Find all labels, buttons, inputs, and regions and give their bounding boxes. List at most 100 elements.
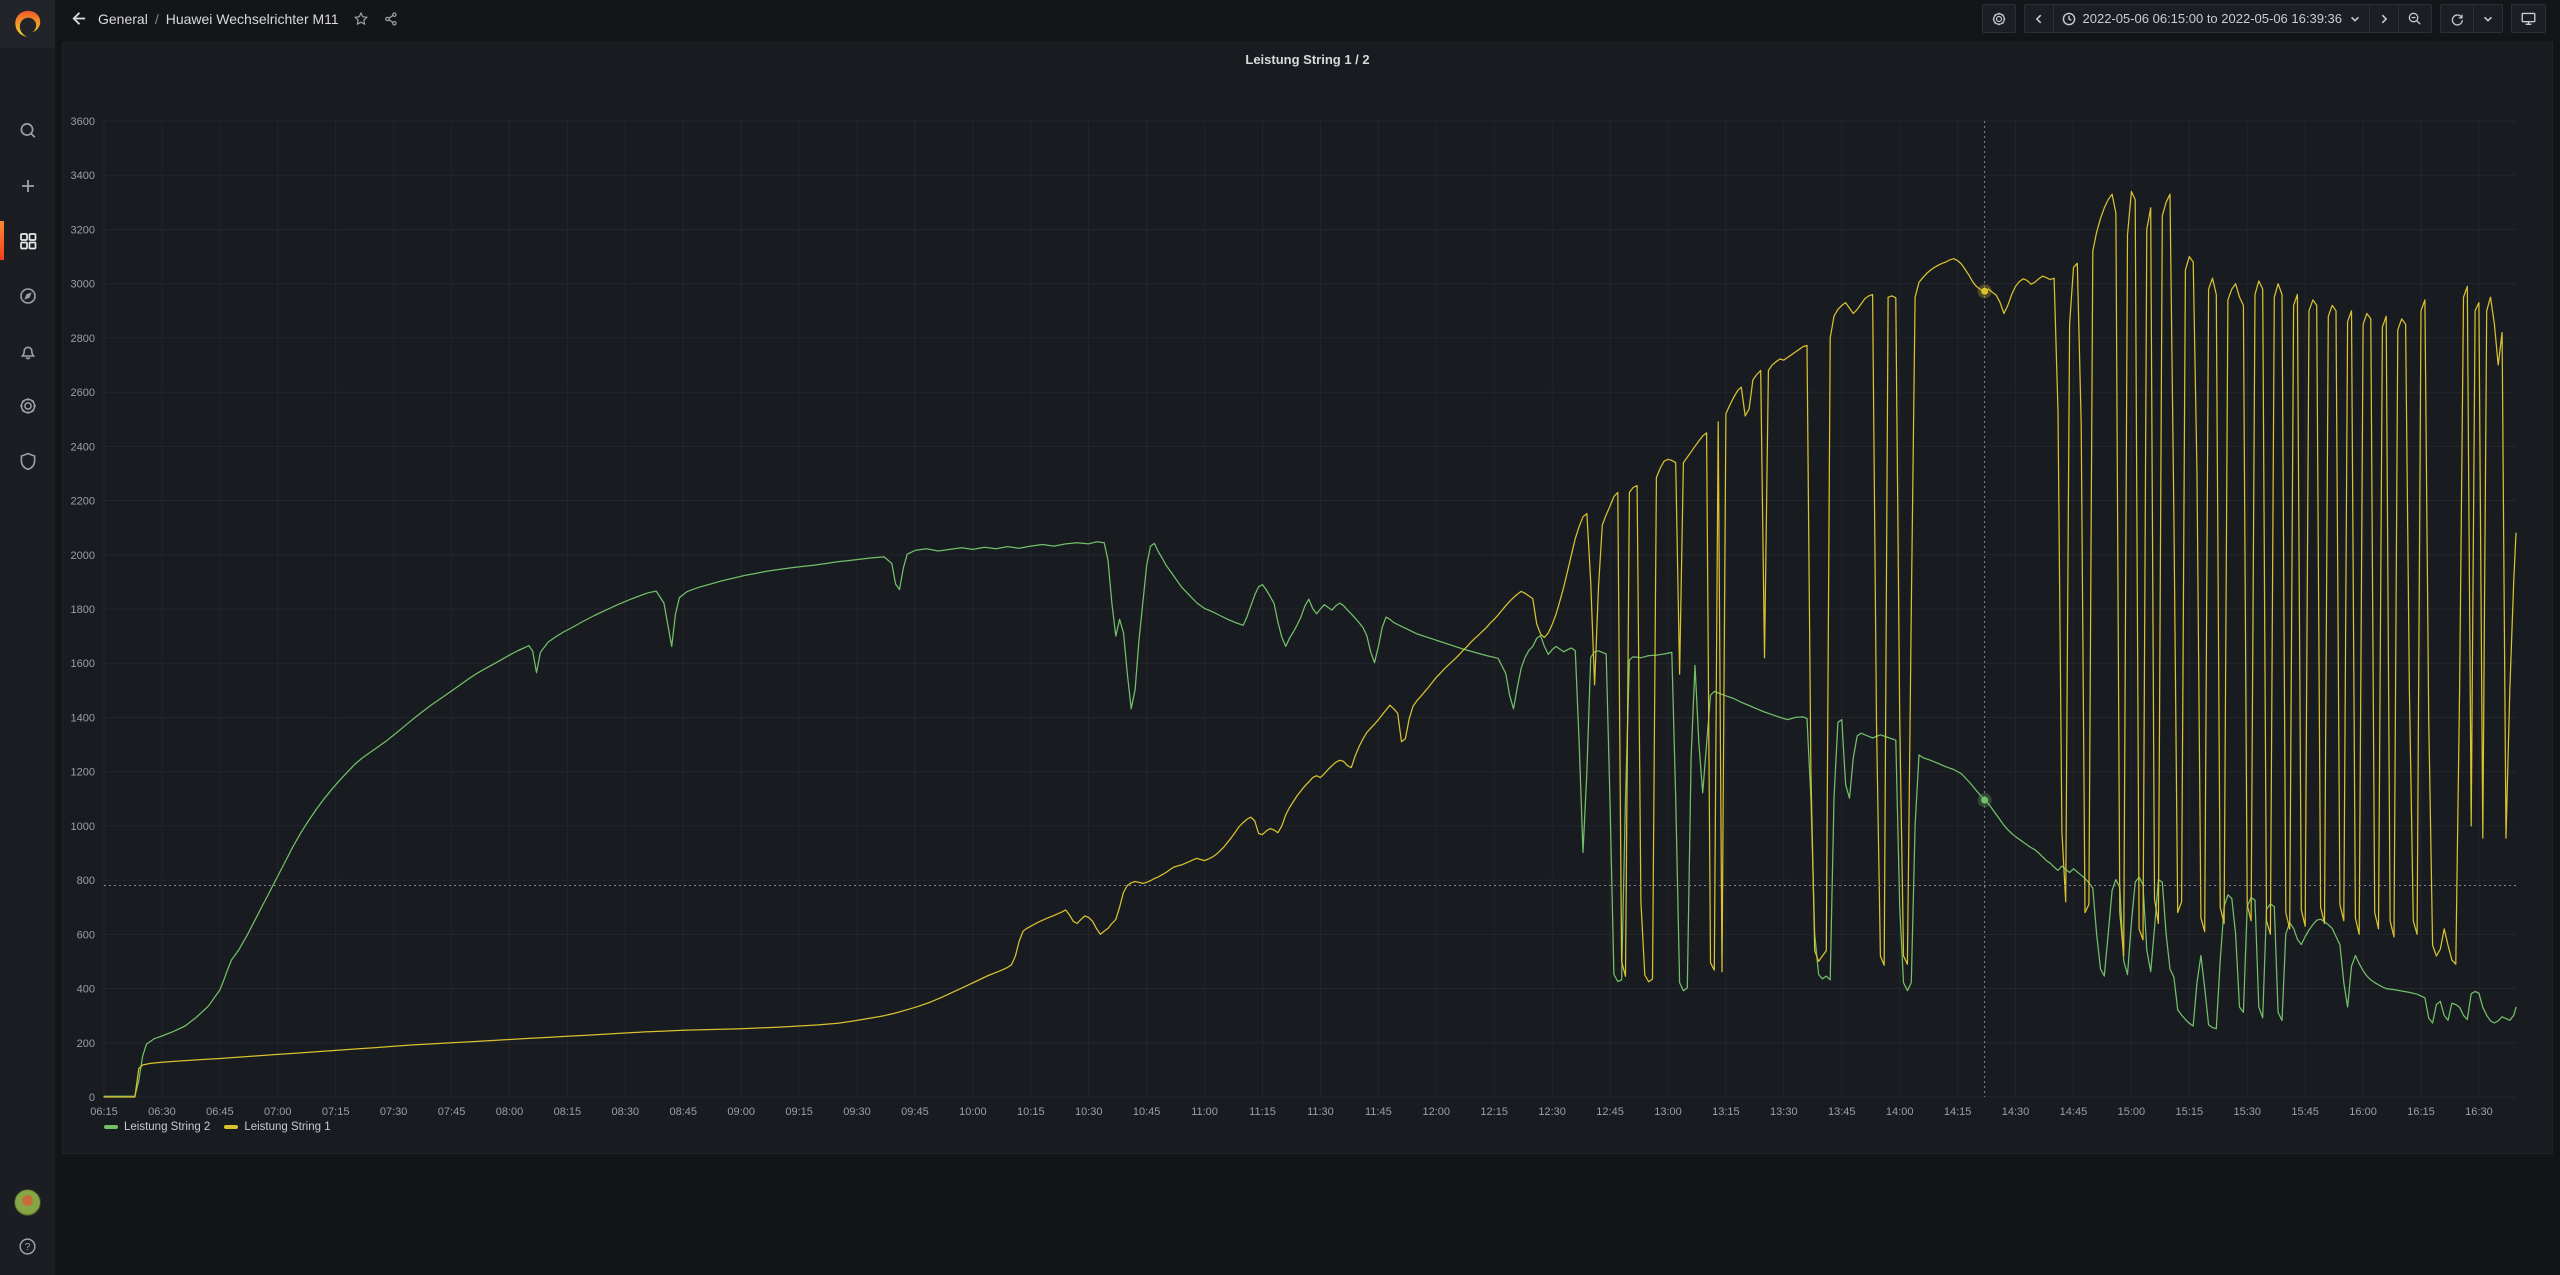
x-axis-tick-label: 08:15 (554, 1106, 582, 1118)
y-axis-tick-label: 1800 (71, 604, 95, 616)
x-axis-tick-label: 06:15 (90, 1106, 118, 1118)
x-axis-tick-label: 08:00 (496, 1106, 524, 1118)
x-axis-tick-label: 16:15 (2407, 1106, 2435, 1118)
x-axis-tick-label: 16:30 (2465, 1106, 2493, 1118)
x-axis-tick-label: 11:00 (1191, 1106, 1218, 1118)
user-avatar[interactable] (14, 1189, 41, 1216)
sidebar-item-create[interactable] (0, 158, 55, 213)
sidebar-item-help[interactable]: ? (17, 1236, 38, 1257)
x-axis-tick-label: 07:45 (438, 1106, 466, 1118)
y-axis-tick-label: 3000 (71, 279, 95, 291)
time-range-picker[interactable]: 2022-05-06 06:15:00 to 2022-05-06 16:39:… (2052, 4, 2369, 33)
bell-icon (20, 346, 35, 359)
y-axis-tick-label: 600 (77, 929, 95, 941)
x-axis-tick-label: 13:45 (1828, 1106, 1856, 1118)
y-axis-tick-label: 200 (77, 1038, 95, 1050)
compass-icon (19, 287, 36, 304)
y-axis-tick-label: 3600 (71, 116, 95, 128)
panel-title[interactable]: Leistung String 1 / 2 (1245, 51, 1370, 67)
svg-text:?: ? (25, 1242, 31, 1253)
chart-canvas[interactable]: 06:15 06:30 06:45 07:00 07:15 07:30 07:45 08:00… (63, 76, 2554, 1126)
chevron-left-icon (2035, 14, 2041, 23)
y-axis-tick-label: 2800 (71, 333, 95, 345)
breadcrumb-section[interactable]: General (98, 10, 148, 27)
x-axis-tick-label: 15:15 (2176, 1106, 2204, 1118)
x-axis-tick-label: 15:45 (2291, 1106, 2319, 1118)
panel-leistung-string: Leistung String 1 / 2 06:15 06:30 06:45 07:… (62, 42, 2553, 1154)
sidebar-item-search[interactable] (0, 103, 55, 158)
y-axis-tick-label: 2000 (71, 550, 95, 562)
chevron-down-icon (2351, 16, 2359, 22)
sidebar-item-dashboards[interactable] (0, 213, 55, 268)
shield-icon (20, 452, 35, 470)
x-axis-tick-label: 08:30 (612, 1106, 640, 1118)
x-axis-tick-label: 15:00 (2118, 1106, 2146, 1118)
x-axis-tick-label: 11:45 (1365, 1106, 1392, 1118)
x-axis-tick-label: 07:30 (380, 1106, 408, 1118)
x-axis-tick-label: 11:15 (1249, 1106, 1276, 1118)
sidebar-item-configuration[interactable] (0, 378, 55, 433)
breadcrumb: General / Huawei Wechselrichter M11 (98, 11, 339, 27)
x-axis-tick-label: 12:30 (1538, 1106, 1566, 1118)
y-axis-tick-label: 2400 (71, 441, 95, 453)
x-axis-tick-label: 07:15 (322, 1106, 350, 1118)
x-axis-tick-label: 09:45 (901, 1106, 929, 1118)
favorite-star-button[interactable] (353, 11, 369, 27)
arrow-left-icon (72, 12, 86, 25)
x-axis-tick-label: 10:45 (1133, 1106, 1161, 1118)
time-shift-forward-button[interactable] (2369, 4, 2398, 33)
x-axis-tick-label: 13:30 (1770, 1106, 1798, 1118)
sidebar-item-server-admin[interactable] (0, 433, 55, 488)
breadcrumb-dashboard-title[interactable]: Huawei Wechselrichter M11 (165, 10, 339, 27)
y-axis-tick-label: 2200 (71, 496, 95, 508)
breadcrumb-separator: / (154, 10, 159, 27)
chart-legend: Leistung String 2 Leistung String 1 (104, 1121, 331, 1133)
x-axis-tick-label: 14:45 (2060, 1106, 2088, 1118)
chevron-down-icon (2484, 16, 2492, 22)
sidebar-item-explore[interactable] (0, 268, 55, 323)
y-axis-tick-label: 3200 (71, 224, 95, 236)
y-axis-tick-label: 3400 (71, 170, 95, 182)
highlighted-point (1981, 796, 1989, 804)
x-axis-tick-label: 12:45 (1596, 1106, 1624, 1118)
grafana-logo[interactable] (0, 0, 55, 48)
search-icon (20, 122, 35, 138)
x-axis-tick-label: 16:00 (2349, 1106, 2377, 1118)
legend-label: Leistung String 1 (244, 1121, 331, 1133)
zoom-out-icon (2408, 12, 2421, 25)
help-icon: ? (19, 1238, 36, 1255)
share-icon (384, 11, 397, 26)
x-axis-tick-label: 12:00 (1423, 1106, 1451, 1118)
sidebar-item-alerting[interactable] (0, 323, 55, 378)
share-button[interactable] (383, 11, 399, 27)
kiosk-mode-button[interactable] (2511, 4, 2546, 33)
x-axis-tick-label: 11:30 (1307, 1106, 1334, 1118)
x-axis-tick-label: 14:15 (1944, 1106, 1972, 1118)
y-axis-tick-label: 1000 (71, 821, 95, 833)
refresh-interval-dropdown[interactable] (2473, 4, 2503, 33)
y-axis-tick-label: 1400 (71, 712, 95, 724)
time-series-chart[interactable]: 06:15 06:30 06:45 07:00 07:15 07:30 07:45 08:00… (63, 76, 2554, 1126)
series-line-leistung-string-2 (103, 541, 2517, 1097)
dashboard-settings-button[interactable] (1981, 4, 2016, 33)
gear-icon (1992, 12, 2005, 25)
monitor-icon (2521, 12, 2536, 25)
refresh-icon (2451, 13, 2463, 26)
y-axis-tick-label: 800 (77, 875, 95, 887)
x-axis-tick-label: 08:45 (669, 1106, 697, 1118)
grafana-logo-icon (14, 10, 40, 37)
y-axis-tick-label: 0 (89, 1092, 95, 1104)
star-icon (353, 11, 368, 25)
legend-item-leistung-string-2[interactable]: Leistung String 2 (104, 1121, 210, 1133)
y-axis-tick-label: 2600 (71, 387, 95, 399)
back-button[interactable] (69, 9, 88, 28)
x-axis-tick-label: 09:15 (785, 1106, 813, 1118)
refresh-button[interactable] (2440, 4, 2473, 33)
zoom-out-button[interactable] (2398, 4, 2432, 33)
legend-label: Leistung String 2 (124, 1121, 211, 1133)
plus-icon (21, 179, 34, 192)
time-shift-back-button[interactable] (2023, 4, 2053, 33)
x-axis-tick-label: 10:30 (1075, 1106, 1103, 1118)
x-axis-tick-label: 15:30 (2233, 1106, 2261, 1118)
legend-item-leistung-string-1[interactable]: Leistung String 1 (224, 1121, 331, 1133)
